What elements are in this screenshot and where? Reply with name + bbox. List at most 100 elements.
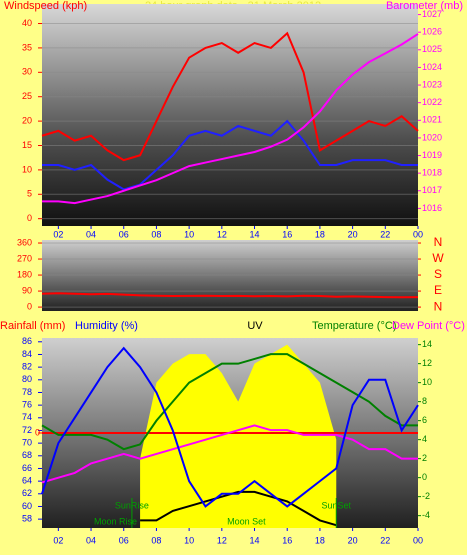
y2-tick-label: S (434, 267, 442, 281)
y-tick-label: 58 (22, 514, 32, 524)
y2-tick-label: 1016 (422, 203, 442, 213)
y2-tick-label: 1023 (422, 79, 442, 89)
axis-header: Windspeed (kph) (4, 0, 87, 12)
axis-header: UV (247, 320, 263, 332)
y2-tick-label: 1022 (422, 97, 442, 107)
y2-tick-label: 1024 (422, 62, 442, 72)
annotation: Moon Rise (94, 516, 137, 526)
x-tick-label: 16 (282, 229, 292, 239)
x-tick-label: 12 (217, 535, 227, 545)
y2-tick-label: 2 (422, 453, 427, 463)
y-tick-label: 30 (22, 67, 32, 77)
y2-tick-label: 4 (422, 434, 427, 444)
line (41, 353, 418, 451)
y-tick-label: 74 (22, 412, 32, 422)
x-tick-label: 14 (250, 229, 260, 239)
x-tick-label: 04 (86, 535, 96, 545)
x-tick-label: 02 (53, 229, 63, 239)
x-tick-label: 16 (282, 535, 292, 545)
axis-header: Barometer (mb) (386, 0, 463, 12)
y-tick-label: 70 (22, 438, 32, 448)
x-tick-label: 10 (184, 229, 194, 239)
y-tick-label: 20 (22, 115, 32, 125)
x-tick-label: 20 (348, 229, 358, 239)
y-tick-label: 5 (27, 189, 32, 199)
x-tick-label: 18 (315, 535, 325, 545)
x-tick-label: 08 (151, 535, 161, 545)
x-tick-label: 08 (151, 229, 161, 239)
axis-header: Temperature (°C) (312, 320, 396, 332)
y-tick-label: 15 (22, 140, 32, 150)
y-tick-label: 90 (22, 285, 32, 295)
x-tick-label: 06 (119, 229, 129, 239)
y3-tick-label: 0 (35, 427, 40, 437)
y-tick-label: 76 (22, 400, 32, 410)
x-tick-label: 14 (250, 535, 260, 545)
y2-tick-label: N (434, 235, 443, 249)
y2-tick-label: 12 (422, 358, 432, 368)
plot-area (42, 4, 418, 226)
y-tick-label: 84 (22, 349, 32, 359)
y2-tick-label: 1021 (422, 115, 442, 125)
x-tick-label: 12 (217, 229, 227, 239)
annotation: SunRise (115, 500, 149, 510)
x-tick-label: 10 (184, 535, 194, 545)
y2-tick-label: N (434, 299, 443, 313)
x-tick-label: 06 (119, 535, 129, 545)
y-tick-label: 68 (22, 450, 32, 460)
annotation: Moon Set (227, 516, 266, 526)
y2-tick-label: 1018 (422, 168, 442, 178)
y2-tick-label: 1026 (422, 27, 442, 37)
axis-header: Humidity (%) (75, 320, 138, 332)
x-tick-label: 00 (413, 535, 423, 545)
x-tick-label: 22 (380, 535, 390, 545)
y2-tick-label: 14 (422, 339, 432, 349)
y-tick-label: 40 (22, 18, 32, 28)
y-tick-label: 66 (22, 463, 32, 473)
line (41, 292, 419, 299)
line (42, 33, 419, 205)
y2-tick-label: 1019 (422, 150, 442, 160)
y-tick-label: 82 (22, 362, 32, 372)
line (42, 119, 418, 191)
line (41, 424, 418, 484)
x-tick-label: 22 (380, 229, 390, 239)
y2-tick-label: 6 (422, 415, 427, 425)
y2-tick-label: W (432, 251, 444, 265)
y-tick-label: 60 (22, 501, 32, 511)
y-tick-label: 35 (22, 42, 32, 52)
x-tick-label: 02 (53, 535, 63, 545)
y-tick-label: 64 (22, 476, 32, 486)
y-tick-label: 78 (22, 387, 32, 397)
axis-header: Rainfall (mm) (0, 320, 65, 332)
y2-tick-label: E (434, 283, 442, 297)
line (41, 346, 419, 508)
y-tick-label: 270 (17, 253, 32, 263)
y2-tick-label: 1025 (422, 44, 442, 54)
line (140, 490, 337, 527)
y2-tick-label: -4 (422, 510, 430, 520)
y2-tick-label: 8 (422, 396, 427, 406)
y2-tick-label: -2 (422, 491, 430, 501)
y-tick-label: 360 (17, 237, 32, 247)
axis-header: Dew Point (°C) (392, 320, 465, 332)
y2-tick-label: 1027 (422, 9, 442, 19)
y2-tick-label: 0 (422, 472, 427, 482)
line (41, 31, 419, 162)
y-tick-label: 10 (22, 164, 32, 174)
y-tick-label: 80 (22, 374, 32, 384)
y-tick-label: 0 (27, 213, 32, 223)
x-tick-label: 04 (86, 229, 96, 239)
y-tick-label: 72 (22, 425, 32, 435)
y-tick-label: 0 (27, 301, 32, 311)
y-tick-label: 86 (22, 336, 32, 346)
x-tick-label: 20 (348, 535, 358, 545)
x-tick-label: 18 (315, 229, 325, 239)
y2-tick-label: 1017 (422, 185, 442, 195)
y-tick-label: 62 (22, 488, 32, 498)
y2-tick-label: 10 (422, 377, 432, 387)
y-tick-label: 180 (17, 269, 32, 279)
annotation: SunSet (321, 500, 351, 510)
